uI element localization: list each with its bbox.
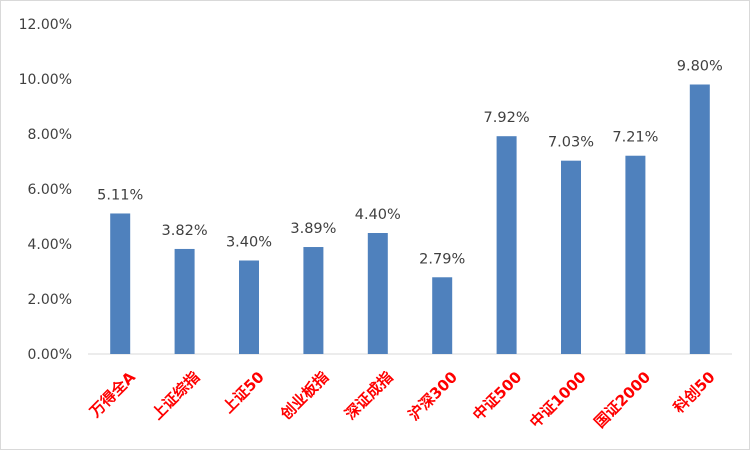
bar-value-label: 5.11% [97, 187, 143, 203]
bar [174, 248, 195, 354]
bar-value-labels: 5.11% 3.82% 3.40% 3.89% 4.40% 2.79% 7.92% 7.03%… [97, 59, 723, 268]
bar [110, 213, 131, 354]
bar [689, 84, 710, 354]
bar-value-label: 2.79% [419, 251, 465, 267]
x-tick-label: 万得全A [85, 368, 139, 422]
x-tick-label: 国证2000 [591, 368, 654, 431]
bar-value-label: 7.21% [612, 130, 658, 146]
bar [625, 155, 646, 354]
x-tick-label: 上证综指 [148, 368, 203, 423]
x-tick-label: 沪深300 [405, 368, 461, 424]
x-tick-label: 科创50 [670, 368, 719, 417]
bar-value-label: 7.03% [548, 135, 594, 151]
bar-value-label: 3.40% [226, 235, 272, 251]
bar-value-label: 4.40% [355, 207, 401, 223]
y-axis-ticks: 0.00% 2.00% 4.00% 6.00% 8.00% 10.00% 12.00% [19, 17, 72, 363]
x-tick-label: 上证50 [219, 368, 268, 417]
bar-value-label: 3.82% [162, 223, 208, 239]
bar-value-label: 3.89% [290, 221, 336, 237]
x-tick-label: 中证500 [469, 368, 525, 424]
y-tick-label: 6.00% [28, 182, 72, 198]
bar-value-label: 7.92% [484, 110, 530, 126]
bar [496, 136, 517, 354]
y-tick-label: 0.00% [28, 347, 72, 363]
bar [561, 160, 581, 354]
y-tick-label: 8.00% [28, 127, 72, 143]
bar-value-label: 9.80% [677, 59, 723, 75]
x-axis-ticks: 万得全A 上证综指 上证50 创业板指 深证成指 沪深300 中证500 中证1000 国证20… [85, 368, 718, 432]
bar [367, 233, 388, 354]
bar [432, 277, 453, 354]
bar [303, 247, 324, 354]
x-tick-label: 中证1000 [526, 368, 589, 431]
y-tick-label: 10.00% [19, 72, 72, 88]
y-tick-label: 4.00% [28, 237, 72, 253]
x-tick-label: 深证成指 [341, 368, 396, 423]
y-tick-label: 12.00% [19, 17, 72, 33]
bar [239, 260, 259, 354]
bars [110, 84, 710, 354]
x-tick-label: 创业板指 [276, 368, 332, 424]
y-tick-label: 2.00% [28, 292, 72, 308]
